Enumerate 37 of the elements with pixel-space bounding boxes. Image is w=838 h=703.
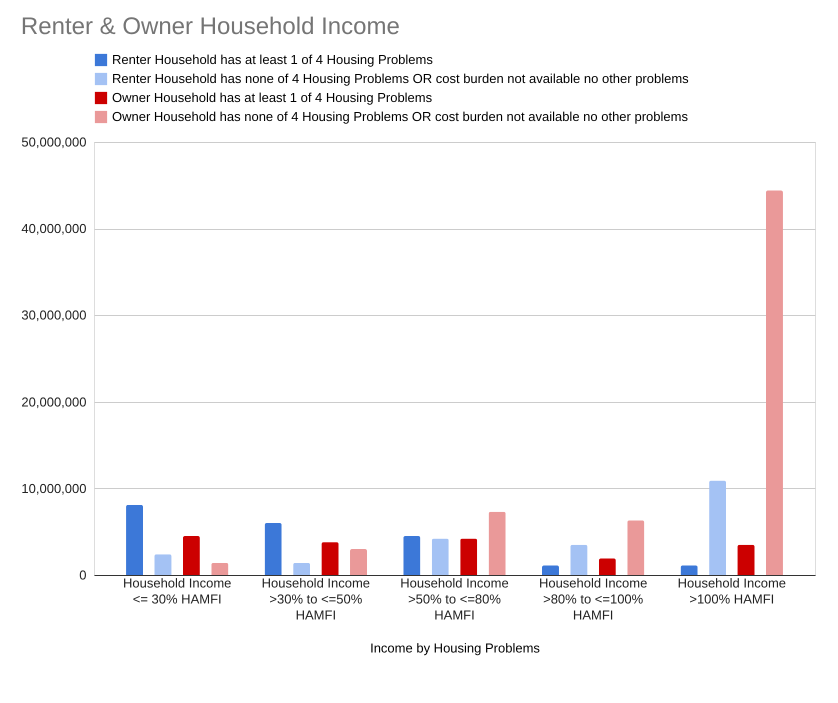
bar [627,520,644,575]
x-tick-label: Household Income >50% to <=80% HAMFI [400,576,509,622]
bar [182,536,200,575]
bar [403,536,420,575]
x-tick-label: Household Income <= 30% HAMFI [122,576,232,606]
legend-label: Renter Household has at least 1 of 4 Housing Problems [112,52,434,67]
y-tick-label: 0 [79,568,86,582]
legend-label: Owner Household has at least 1 of 4 Housing Problems [112,90,433,105]
bar [542,565,559,575]
y-tick-label: 30,000,000 [21,308,86,323]
x-axis-title: Income by Housing Problems [370,640,540,656]
bar [211,562,228,575]
bar [680,565,698,575]
chart-title: Renter & Owner Household Income [20,13,400,40]
bar [350,549,368,575]
y-tick-label: 10,000,000 [21,480,86,496]
bar [598,558,616,575]
bar [709,480,726,575]
bar [154,554,172,575]
bar [293,562,310,575]
bar [570,544,588,575]
bar [460,538,478,575]
y-tick-label: 40,000,000 [21,221,86,236]
bar [126,504,144,575]
bar [432,538,449,575]
x-tick-label: Household Income >100% HAMFI [678,576,786,606]
y-tick-label: 50,000,000 [21,134,86,150]
x-tick-label: Household Income >30% to <=50% HAMFI [262,576,370,622]
bar [766,190,783,575]
legend-label: Renter Household has none of 4 Housing Problems OR cost burden not available no other problems [112,71,690,86]
bar [488,512,506,575]
legend-label: Owner Household has none of 4 Housing Problems OR cost burden not available no other problems [112,109,688,124]
y-tick-label: 20,000,000 [21,394,86,410]
x-tick-label: Household Income >80% to <=100% HAMFI [538,576,648,622]
bar [738,544,755,575]
bar [264,523,282,575]
bar [322,542,339,575]
